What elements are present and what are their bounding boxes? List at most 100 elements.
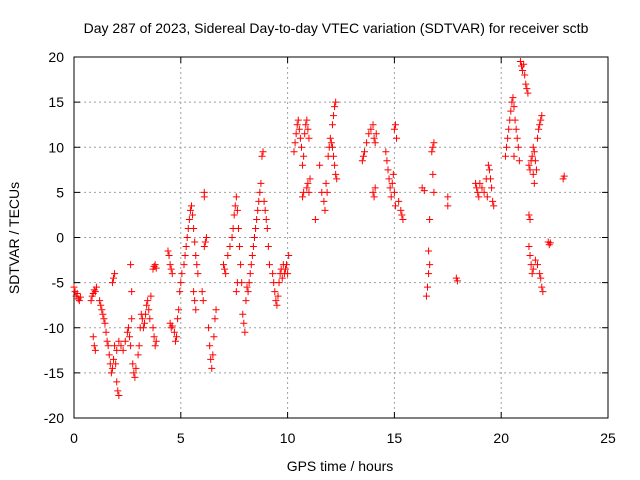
data-point xyxy=(167,324,175,332)
data-point xyxy=(322,179,330,187)
data-point xyxy=(370,134,378,142)
data-point xyxy=(505,125,513,133)
data-point xyxy=(200,243,208,251)
data-point xyxy=(311,215,319,223)
x-axis-label: GPS time / hours xyxy=(287,458,394,474)
data-point xyxy=(208,364,216,372)
data-point xyxy=(210,333,218,341)
data-point xyxy=(526,166,534,174)
data-point xyxy=(488,184,496,192)
data-point xyxy=(300,152,308,160)
data-point xyxy=(398,211,406,219)
data-point xyxy=(245,279,253,287)
data-point xyxy=(283,261,291,269)
data-point xyxy=(168,322,176,330)
data-point xyxy=(232,288,240,296)
data-point xyxy=(525,161,533,169)
x-tick-label: 10 xyxy=(280,430,296,446)
data-point xyxy=(265,261,273,269)
data-point xyxy=(111,342,119,350)
data-point xyxy=(113,346,121,354)
data-point xyxy=(391,202,399,210)
data-point xyxy=(128,315,136,323)
data-point xyxy=(236,243,244,251)
data-point xyxy=(147,292,155,300)
data-point xyxy=(531,157,539,165)
data-point xyxy=(261,206,269,214)
data-point xyxy=(523,85,531,93)
grid xyxy=(74,57,608,418)
data-point xyxy=(198,288,206,296)
data-point xyxy=(475,193,483,201)
data-point xyxy=(146,315,154,323)
data-point xyxy=(529,170,537,178)
data-point xyxy=(525,243,533,251)
data-point xyxy=(399,215,407,223)
data-point xyxy=(327,139,335,147)
data-point xyxy=(164,247,172,255)
data-point xyxy=(321,206,329,214)
data-point xyxy=(247,261,255,269)
data-point xyxy=(303,116,311,124)
data-point xyxy=(117,342,125,350)
y-tick-label: 10 xyxy=(48,139,64,155)
data-point xyxy=(515,157,523,165)
data-point xyxy=(538,283,546,291)
data-point xyxy=(295,125,303,133)
data-point xyxy=(328,121,336,129)
data-point xyxy=(358,157,366,165)
data-point xyxy=(359,152,367,160)
data-point xyxy=(76,293,84,301)
data-point xyxy=(151,342,159,350)
data-point xyxy=(110,355,118,363)
data-point xyxy=(387,193,395,201)
x-tick-label: 25 xyxy=(600,430,616,446)
data-point xyxy=(200,188,208,196)
data-point xyxy=(132,364,140,372)
data-point xyxy=(360,148,368,156)
data-point xyxy=(97,301,105,309)
data-point xyxy=(140,319,148,327)
data-point xyxy=(501,152,509,160)
data-point xyxy=(521,71,529,79)
data-point xyxy=(507,107,515,115)
data-point xyxy=(233,279,241,287)
data-point xyxy=(444,193,452,201)
data-point xyxy=(112,360,120,368)
data-point xyxy=(186,206,194,214)
data-point xyxy=(108,364,116,372)
data-point xyxy=(490,202,498,210)
data-point xyxy=(383,157,391,165)
axis-ticks: 0 5 10 15 20 25 -20 -15 -10 -5 0 5 10 15 20 xyxy=(44,49,616,446)
data-point xyxy=(252,224,260,232)
data-point xyxy=(384,166,392,174)
data-point xyxy=(244,288,252,296)
data-point xyxy=(369,188,377,196)
data-point xyxy=(483,193,491,201)
data-point xyxy=(209,351,217,359)
data-point xyxy=(103,337,111,345)
data-point xyxy=(89,333,97,341)
data-point xyxy=(166,261,174,269)
data-point xyxy=(240,319,248,327)
data-point xyxy=(124,324,132,332)
data-point xyxy=(537,274,545,282)
data-point xyxy=(273,301,281,309)
data-point xyxy=(114,387,122,395)
data-point xyxy=(526,215,534,223)
data-point xyxy=(110,274,118,282)
data-point xyxy=(382,148,390,156)
data-point xyxy=(150,333,158,341)
data-point xyxy=(301,130,309,138)
data-point xyxy=(249,243,257,251)
data-point xyxy=(139,324,147,332)
data-point xyxy=(260,197,268,205)
data-point xyxy=(538,112,546,120)
data-point xyxy=(480,188,488,196)
x-tick-label: 20 xyxy=(493,430,509,446)
data-point xyxy=(199,297,207,305)
data-point xyxy=(190,288,198,296)
data-point xyxy=(237,261,245,269)
data-point xyxy=(513,134,521,142)
data-point xyxy=(534,261,542,269)
